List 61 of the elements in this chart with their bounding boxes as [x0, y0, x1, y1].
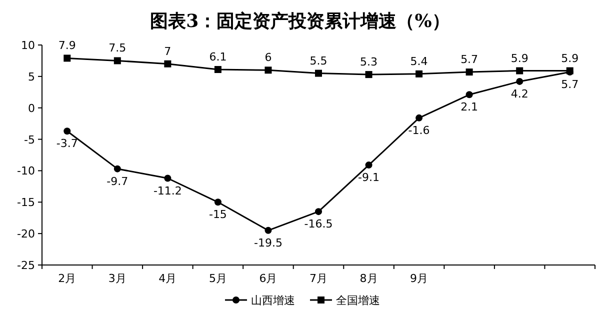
data-label: 5.7: [460, 53, 478, 66]
x-tick-label: 5月: [208, 272, 227, 285]
point: [315, 70, 322, 77]
data-label: 4.2: [510, 87, 528, 100]
y-tick-label: 5: [28, 70, 35, 84]
data-label: 5.5: [310, 54, 328, 68]
point: [416, 114, 423, 122]
point: [114, 57, 121, 64]
point: [466, 91, 473, 98]
point: [64, 128, 71, 135]
data-label: 2.1: [460, 100, 478, 114]
data-label: 5.9: [561, 52, 579, 65]
data-label: -16.5: [304, 218, 333, 231]
data-label: 6: [264, 51, 272, 64]
chart-title: 图表3：固定资产投资累计增速（%）: [150, 11, 450, 32]
y-tick-label: 0: [28, 102, 35, 115]
data-label: 5.3: [360, 56, 378, 69]
point: [264, 226, 272, 234]
data-label: -9.1: [358, 171, 380, 184]
y-tick-label: 10: [21, 39, 35, 52]
point: [315, 208, 322, 216]
data-label: -1.6: [408, 124, 430, 137]
y-tick-label: -20: [17, 228, 35, 241]
data-label: 5.9: [510, 52, 528, 65]
data-label: -9.7: [106, 174, 128, 188]
data-label: 7: [164, 44, 172, 58]
point: [466, 68, 473, 76]
data-label: -11.2: [153, 184, 182, 198]
point: [164, 174, 172, 182]
legend-label: 山西增速: [251, 294, 295, 307]
point: [114, 165, 121, 172]
data-label: -19.5: [254, 236, 282, 250]
x-tick-label: 2月: [58, 272, 76, 285]
y-tick-label: -15: [17, 196, 35, 210]
point: [365, 162, 372, 169]
data-label: -15: [208, 208, 227, 222]
data-label: 7.5: [108, 42, 126, 55]
data-label: 6.1: [209, 50, 227, 64]
point: [264, 66, 272, 74]
y-tick-label: -5: [24, 133, 35, 146]
point: [214, 198, 222, 206]
x-tick-label: 3月: [108, 272, 126, 285]
point: [516, 67, 524, 74]
y-tick-label: -25: [17, 259, 35, 272]
point: [214, 66, 222, 74]
x-tick-label: 4月: [158, 272, 177, 285]
x-tick-label: 8月: [360, 272, 378, 285]
x-tick-label: 9月: [410, 272, 428, 285]
point: [164, 60, 172, 68]
point: [516, 78, 524, 85]
point: [416, 70, 423, 78]
y-tick-label: -10: [17, 164, 35, 178]
data-label: 5.7: [561, 78, 579, 92]
data-label: 5.4: [410, 54, 428, 68]
x-tick-label: 7月: [310, 272, 328, 285]
point: [64, 54, 71, 62]
x-tick-label: 6月: [259, 272, 278, 285]
legend-label: 全国增速: [336, 294, 380, 307]
data-label: -3.7: [56, 137, 78, 150]
point: [365, 71, 372, 78]
data-label: 7.9: [58, 39, 76, 52]
